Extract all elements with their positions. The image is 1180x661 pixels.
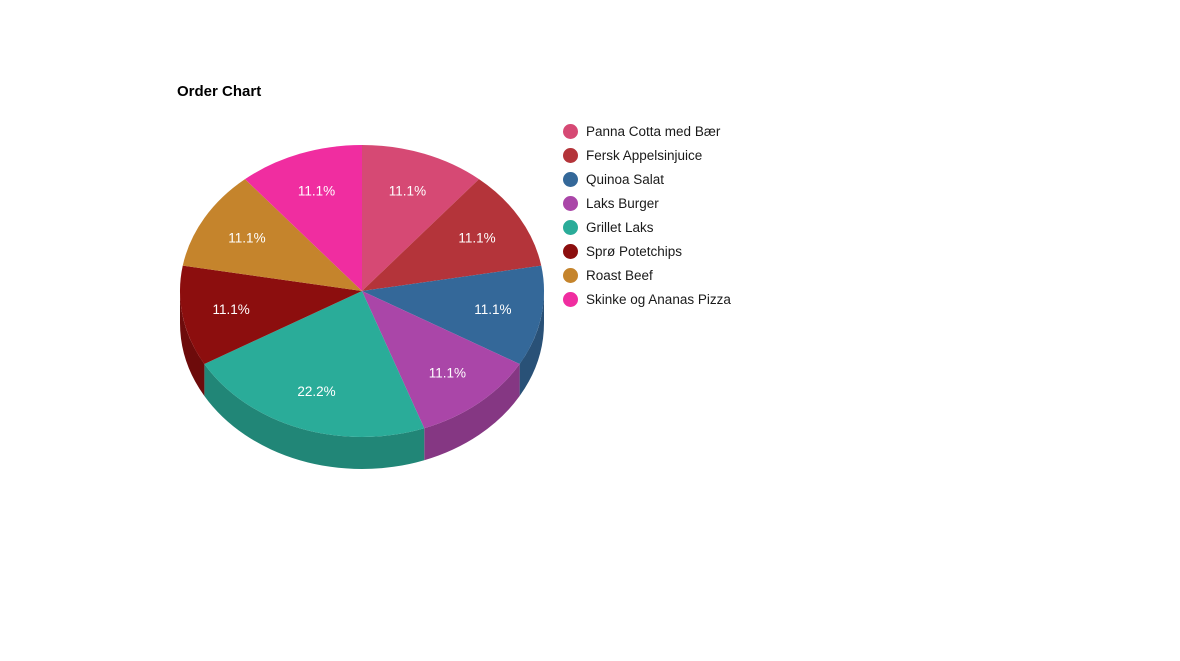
- legend-swatch-icon: [563, 243, 578, 259]
- legend-swatch-icon: [563, 291, 578, 307]
- pie-slice-3[interactable]: [362, 291, 520, 429]
- pie-slice-7[interactable]: [245, 145, 362, 291]
- legend-item-7[interactable]: Skinke og Ananas Pizza: [563, 287, 731, 311]
- legend-swatch-icon: [563, 171, 578, 187]
- pie-slice-0[interactable]: [362, 145, 479, 291]
- slice-percent-label: 11.1%: [389, 184, 426, 199]
- legend-swatch-icon: [563, 267, 578, 283]
- slice-percent-label: 11.1%: [213, 302, 250, 317]
- legend-swatch-icon: [563, 147, 578, 163]
- slice-percent-label: 11.1%: [298, 184, 335, 199]
- legend-item-label: Laks Burger: [586, 195, 659, 211]
- legend-item-label: Sprø Potetchips: [586, 243, 683, 259]
- pie-slice-side-3: [424, 364, 520, 461]
- legend-item-2[interactable]: Quinoa Salat: [563, 167, 731, 191]
- legend-item-1[interactable]: Fersk Appelsinjuice: [563, 143, 731, 167]
- legend-item-6[interactable]: Roast Beef: [563, 263, 731, 287]
- legend-item-label: Skinke og Ananas Pizza: [586, 291, 731, 307]
- legend-item-label: Panna Cotta med Bær: [586, 123, 721, 139]
- chart-legend: Panna Cotta med Bær Fersk Appelsinjuice Qu…: [563, 119, 731, 311]
- legend-item-label: Roast Beef: [586, 267, 653, 283]
- pie-slice-1[interactable]: [362, 179, 542, 291]
- slice-percent-label: 11.1%: [474, 302, 511, 317]
- pie-slice-5[interactable]: [179, 265, 362, 364]
- slice-percent-label: 11.1%: [458, 230, 495, 245]
- legend-swatch-icon: [563, 195, 578, 211]
- legend-swatch-icon: [563, 219, 578, 235]
- slice-percent-label: 22.2%: [297, 384, 335, 399]
- legend-item-label: Fersk Appelsinjuice: [586, 147, 703, 163]
- pie-slice-side-5: [179, 291, 205, 396]
- pie-slice-4[interactable]: [204, 291, 425, 438]
- legend-item-4[interactable]: Grillet Laks: [563, 215, 731, 239]
- pie-slice-6[interactable]: [182, 179, 362, 291]
- slice-percent-label: 11.1%: [228, 230, 265, 245]
- legend-item-5[interactable]: Sprø Potetchips: [563, 239, 731, 263]
- legend-item-label: Grillet Laks: [586, 219, 654, 235]
- legend-item-3[interactable]: Laks Burger: [563, 191, 731, 215]
- legend-swatch-icon: [563, 123, 578, 139]
- legend-item-0[interactable]: Panna Cotta med Bær: [563, 119, 731, 143]
- pie-slice-2[interactable]: [362, 265, 545, 364]
- chart-title: Order Chart: [177, 83, 262, 100]
- slice-percent-label: 11.1%: [429, 365, 466, 380]
- pie-slice-side-4: [204, 364, 425, 470]
- legend-item-label: Quinoa Salat: [586, 171, 665, 187]
- pie-slice-side-2: [519, 291, 544, 396]
